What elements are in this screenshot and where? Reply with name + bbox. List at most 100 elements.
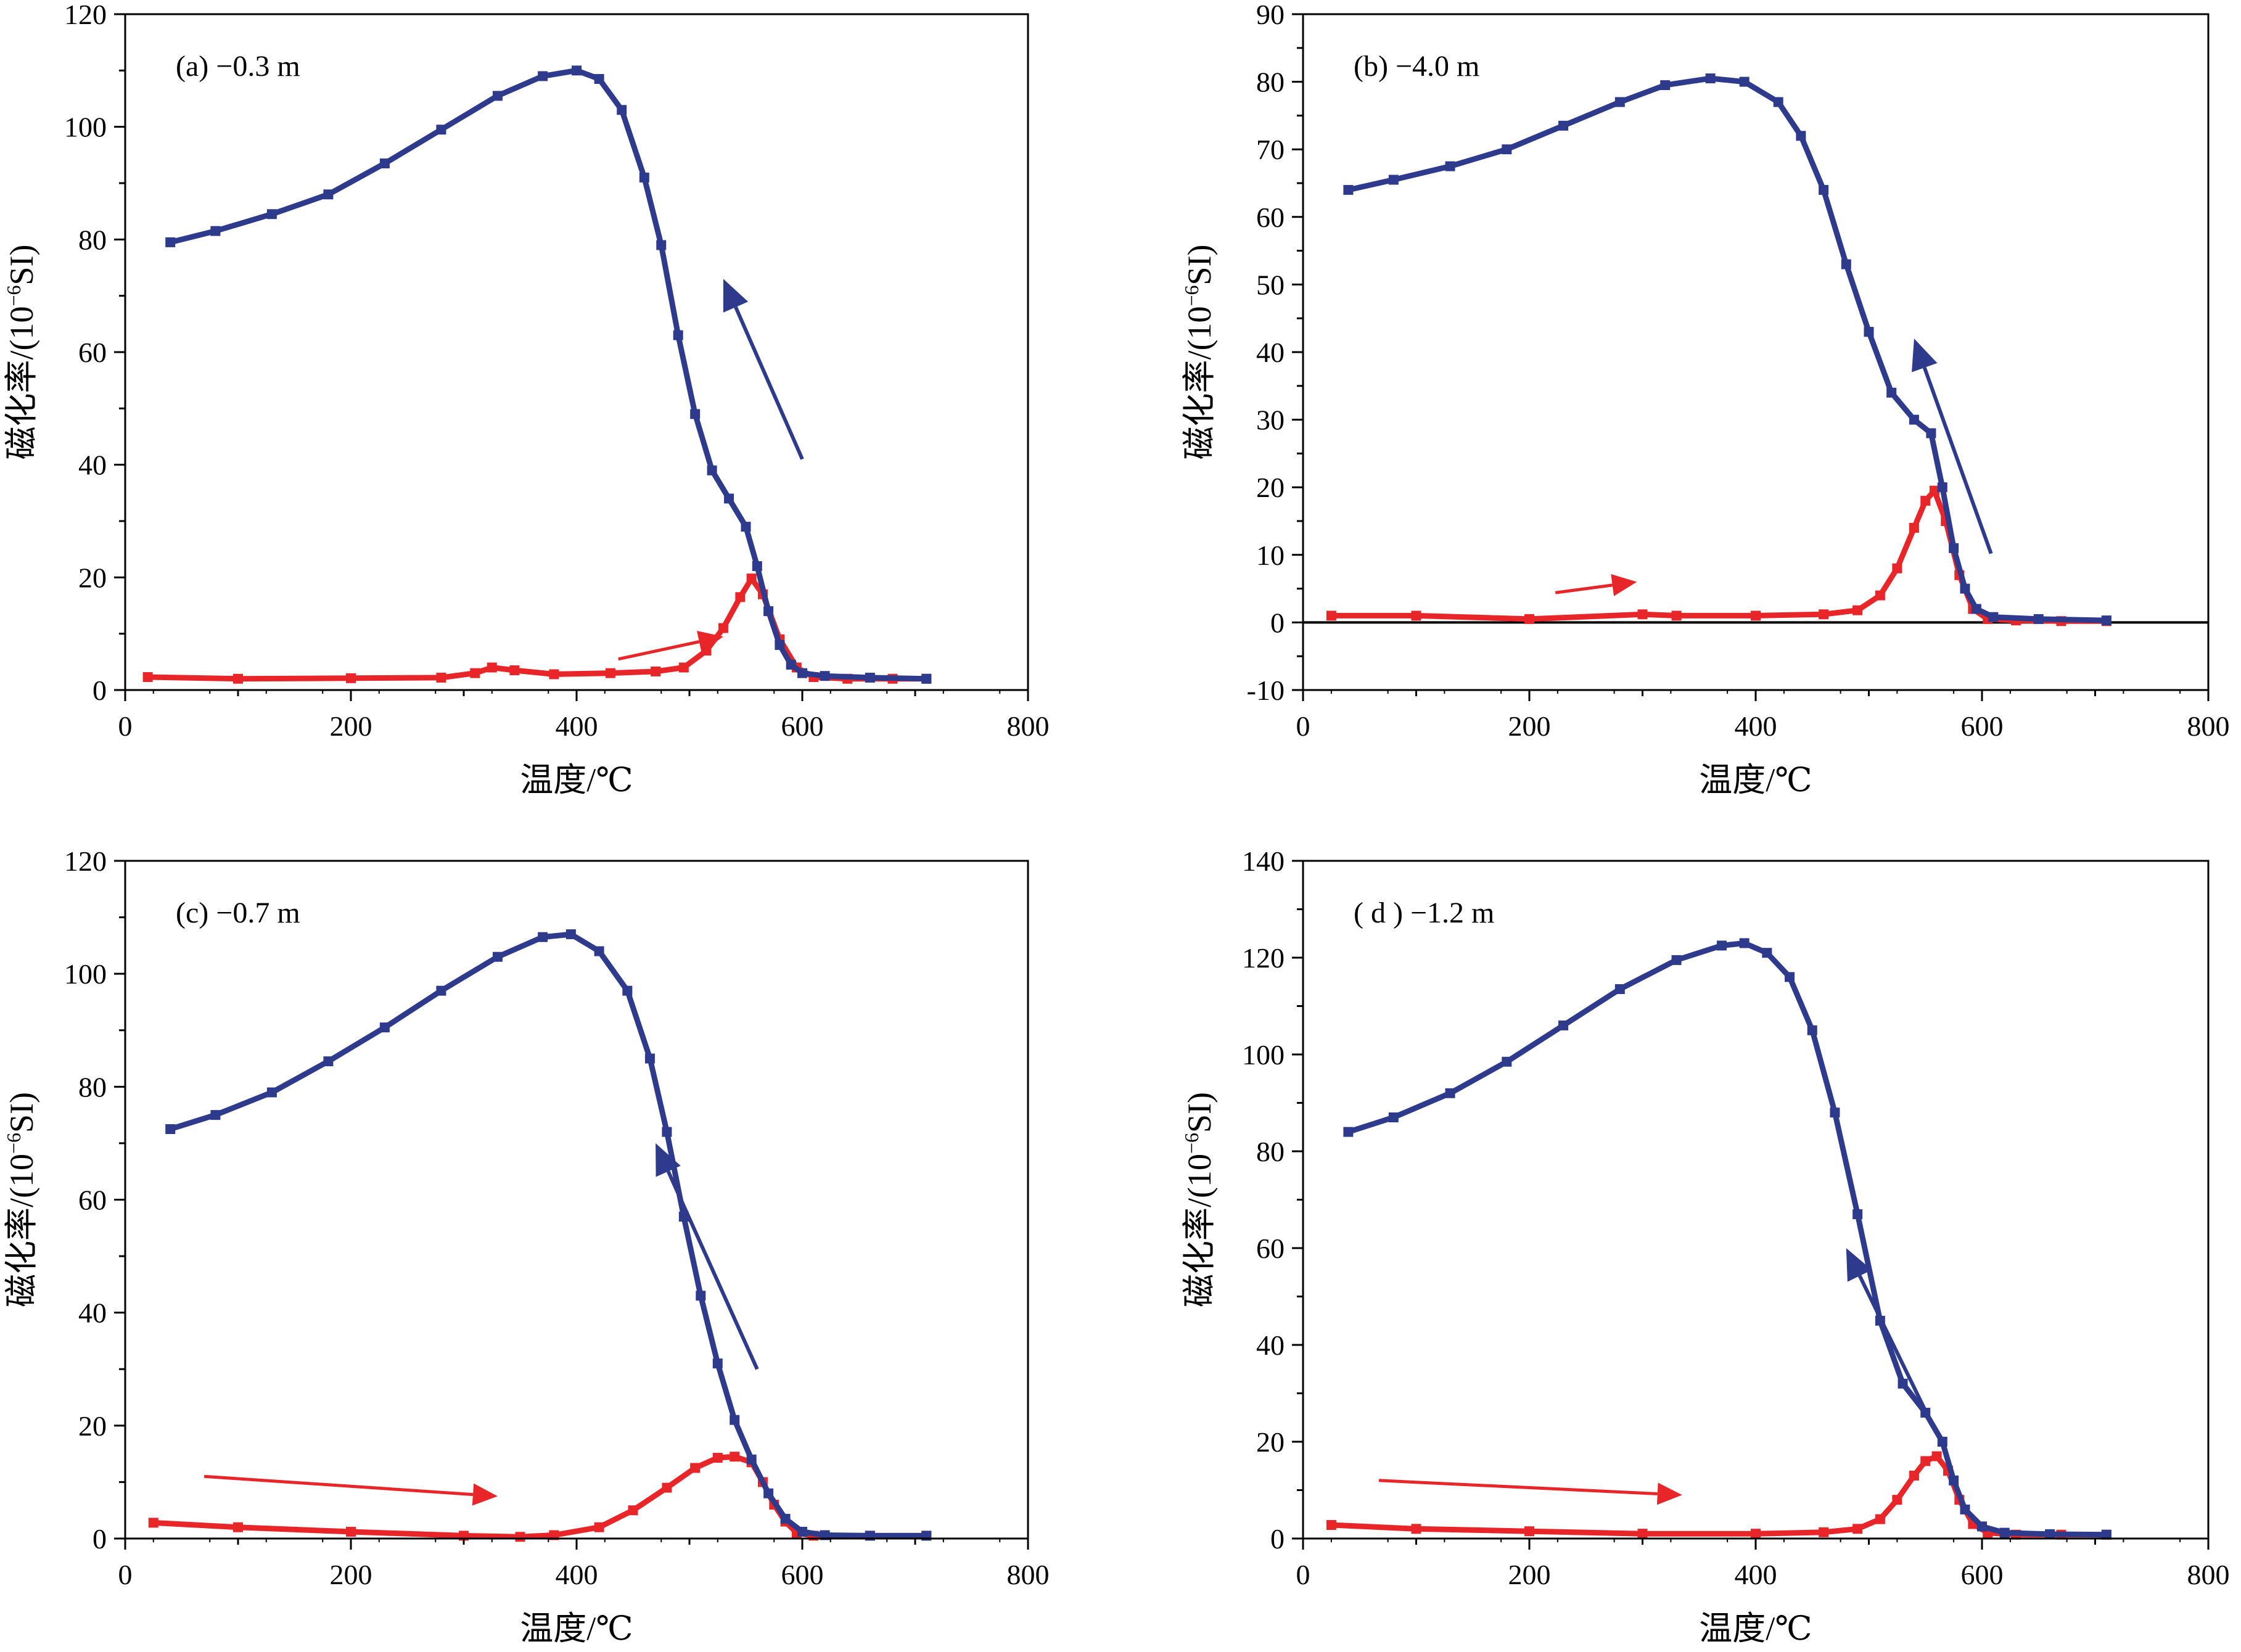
y-tick-label: 80 — [78, 224, 107, 255]
data-point-cooling — [1949, 1475, 1959, 1486]
data-point-cooling — [323, 189, 334, 200]
x-axis-title: 温度/℃ — [1699, 1610, 1812, 1647]
data-point-heating — [718, 623, 728, 633]
y-tick-label: 100 — [64, 112, 107, 143]
data-point-heating — [1819, 609, 1829, 620]
data-point-cooling — [1960, 583, 1970, 594]
data-point-cooling — [746, 1454, 757, 1465]
data-point-cooling — [656, 240, 667, 250]
data-point-heating — [233, 673, 243, 684]
panel-label: (c) −0.7 m — [176, 897, 300, 929]
y-tick-label: 80 — [78, 1071, 107, 1103]
y-axis-title: 磁化率/(10−6SI) — [2, 244, 40, 459]
x-tick-label: 600 — [1961, 1559, 2004, 1590]
x-tick-label: 0 — [1296, 710, 1310, 742]
data-point-cooling — [690, 409, 701, 419]
data-point-heating — [746, 573, 757, 584]
arrow-head — [656, 1143, 681, 1177]
data-point-heating — [487, 662, 497, 673]
data-point-cooling — [492, 951, 503, 962]
y-tick-label: 60 — [78, 1185, 107, 1216]
data-point-cooling — [1558, 1020, 1569, 1030]
data-point-heating — [651, 666, 661, 676]
arrow-cooling — [723, 279, 804, 460]
data-point-cooling — [165, 1124, 176, 1135]
data-point-cooling — [1977, 1521, 1987, 1532]
arrow-cooling — [1846, 1248, 1933, 1423]
data-point-heating — [346, 673, 356, 683]
data-point-heating — [1751, 1529, 1761, 1539]
data-point-cooling — [538, 932, 548, 942]
data-point-cooling — [1614, 984, 1625, 995]
y-axis-title: 磁化率/(10−6SI) — [1180, 1092, 1218, 1307]
x-tick-label: 600 — [781, 1559, 824, 1590]
arrow-head — [1611, 574, 1637, 596]
data-point-cooling — [820, 671, 830, 681]
data-point-heating — [1875, 590, 1885, 601]
data-point-cooling — [1660, 80, 1671, 91]
y-tick-label: 100 — [64, 958, 107, 990]
y-tick-label: 60 — [78, 337, 107, 368]
data-point-cooling — [730, 1415, 740, 1425]
arrow-shaft — [734, 306, 804, 460]
data-point-cooling — [921, 673, 932, 684]
data-point-heating — [594, 1522, 604, 1532]
x-tick-label: 200 — [1508, 710, 1551, 742]
data-point-cooling — [1785, 972, 1795, 982]
data-point-cooling — [436, 985, 446, 996]
y-tick-label: 0 — [1270, 1523, 1285, 1555]
arrow-heating — [204, 1474, 498, 1506]
x-tick-label: 800 — [2187, 710, 2230, 742]
series-markers-cooling — [165, 65, 932, 684]
data-point-cooling — [1671, 955, 1682, 965]
data-point-heating — [1819, 1527, 1829, 1537]
panel-label: ( d ) −1.2 m — [1354, 897, 1494, 929]
y-tick-label: 20 — [78, 562, 107, 593]
data-point-heating — [1909, 522, 1919, 533]
data-point-heating — [1920, 1456, 1931, 1466]
data-point-heating — [509, 665, 520, 676]
y-axis-title: 磁化率/(10−6SI) — [1180, 244, 1218, 459]
y-tick-label: 40 — [78, 450, 107, 481]
arrow-heating — [1378, 1479, 1682, 1505]
data-point-cooling — [1864, 327, 1874, 337]
data-point-cooling — [741, 522, 751, 532]
x-tick-label: 200 — [330, 1559, 372, 1590]
arrow-head — [723, 279, 749, 313]
data-point-cooling — [1739, 76, 1750, 87]
data-point-heating — [346, 1527, 356, 1537]
x-tick-label: 800 — [1007, 1559, 1050, 1590]
y-tick-label: 20 — [1256, 472, 1285, 503]
y-tick-label: 80 — [1256, 67, 1285, 98]
arrow-head — [1656, 1482, 1682, 1505]
y-tick-label: 20 — [78, 1410, 107, 1442]
x-tick-label: 400 — [1735, 710, 1777, 742]
data-point-cooling — [1937, 1437, 1947, 1447]
data-point-cooling — [1716, 940, 1727, 951]
y-tick-label: 40 — [1256, 337, 1285, 368]
data-point-cooling — [1819, 184, 1829, 195]
data-point-cooling — [572, 65, 582, 76]
series-markers-cooling — [1343, 73, 2111, 626]
data-point-cooling — [780, 1513, 791, 1524]
data-point-cooling — [1343, 1127, 1354, 1137]
panel-label: (b) −4.0 m — [1354, 50, 1479, 83]
y-tick-label: 10 — [1256, 540, 1285, 571]
data-point-heating — [712, 1453, 723, 1463]
data-point-cooling — [1841, 259, 1851, 269]
data-point-cooling — [1937, 482, 1947, 493]
arrow-shaft — [1922, 367, 1993, 554]
arrow-cooling — [1912, 339, 1993, 554]
chart-panel-b: 0 200 400 600 800 -10 0 10 20 30 40 50 60 70 80 90 温度/℃ 磁… — [1180, 0, 2230, 799]
data-point-cooling — [1909, 414, 1919, 425]
arrow-shaft — [666, 1170, 759, 1370]
data-point-heating — [1524, 614, 1534, 624]
data-point-heating — [1875, 1514, 1885, 1524]
x-axis-title: 温度/℃ — [520, 762, 633, 799]
data-point-cooling — [865, 672, 875, 683]
data-point-heating — [233, 1522, 243, 1532]
data-point-heating — [1852, 605, 1863, 615]
data-point-heating — [605, 668, 615, 678]
data-point-heating — [470, 668, 480, 678]
data-point-cooling — [673, 330, 683, 340]
